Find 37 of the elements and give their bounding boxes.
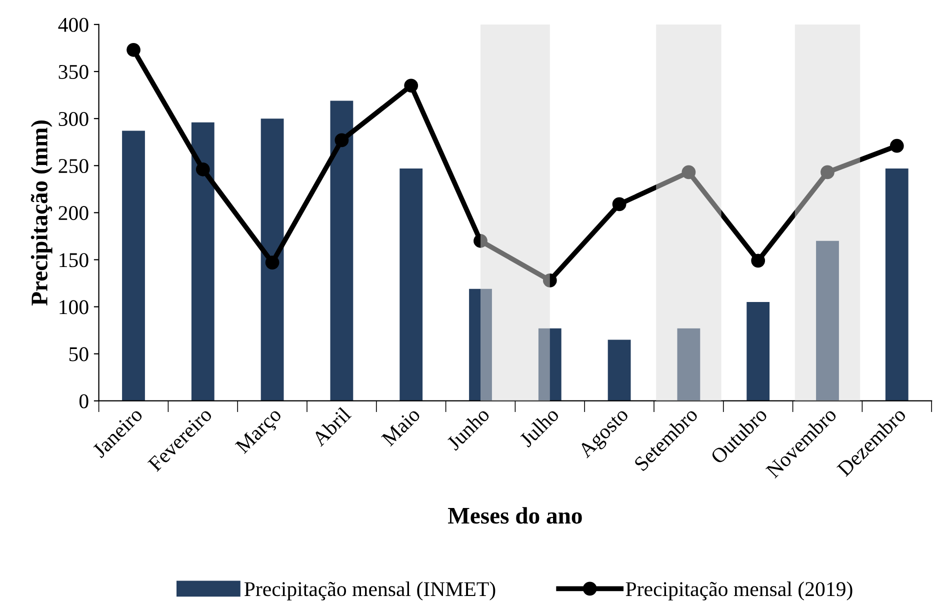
y-tick-label: 100 xyxy=(60,300,88,314)
bar xyxy=(746,302,770,401)
y-tick-label: 400 xyxy=(58,18,88,32)
x-axis-title: Meses do ano xyxy=(448,507,582,524)
bar xyxy=(260,118,284,401)
bar xyxy=(469,288,492,401)
point xyxy=(890,138,904,153)
legend-label: Precipitação mensal (INMET) xyxy=(244,582,496,600)
y-tick-label: 50 xyxy=(69,347,88,362)
bar xyxy=(677,328,700,401)
y-tick-label: 300 xyxy=(58,112,88,126)
legend-label: Precipitação mensal (2019) xyxy=(626,582,852,600)
y-tick-label: 350 xyxy=(58,64,88,79)
bar xyxy=(191,122,214,401)
point xyxy=(820,165,834,180)
y-tick-label: 200 xyxy=(58,206,88,220)
point xyxy=(474,234,488,248)
bar xyxy=(400,168,423,401)
point xyxy=(612,197,626,212)
bar xyxy=(122,130,145,401)
bar xyxy=(885,168,908,401)
bar xyxy=(608,340,631,401)
point xyxy=(126,42,140,57)
y-tick-label: 150 xyxy=(60,253,88,268)
y-tick-label: 0 xyxy=(79,394,88,408)
y-axis-title: Precipitação (mm) xyxy=(30,120,52,306)
y-tick-label: 250 xyxy=(58,158,88,174)
bar xyxy=(816,240,839,401)
point xyxy=(682,165,696,180)
point xyxy=(265,256,280,270)
point xyxy=(196,162,210,176)
bar xyxy=(330,100,354,401)
point xyxy=(542,273,557,288)
point xyxy=(334,133,349,148)
point xyxy=(751,254,766,268)
bar xyxy=(538,328,562,401)
point xyxy=(404,78,418,93)
